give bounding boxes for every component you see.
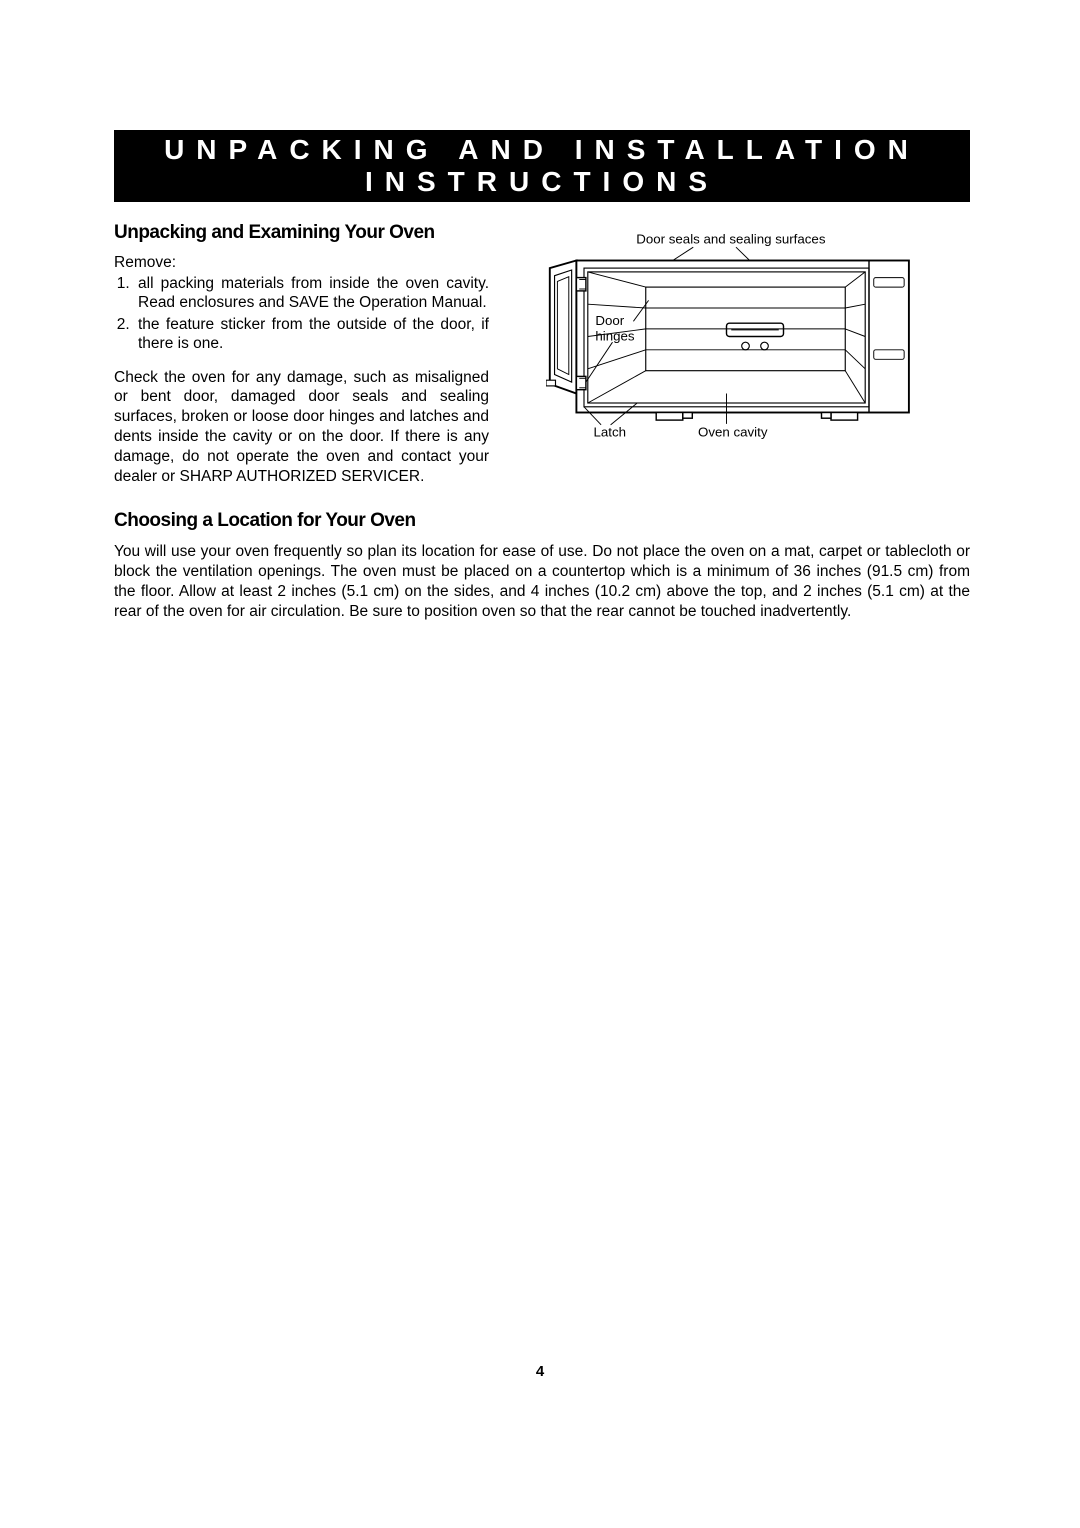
remove-list: all packing materials from inside the ov… [114,274,489,354]
label-hinges-bottom: hinges [595,328,635,343]
oven-diagram: Door seals and sealing surfaces [546,232,926,451]
list-item: the feature sticker from the outside of … [134,315,489,354]
unpacking-text-column: Unpacking and Examining Your Oven Remove… [114,222,489,486]
page-number: 4 [536,1363,544,1380]
page-banner: UNPACKING AND INSTALLATION INSTRUCTIONS [114,130,970,202]
list-item: all packing materials from inside the ov… [134,274,489,313]
unpacking-heading: Unpacking and Examining Your Oven [114,222,489,244]
remove-label: Remove: [114,254,489,272]
diagram-column: Door seals and sealing surfaces [501,222,970,486]
top-section: Unpacking and Examining Your Oven Remove… [114,222,970,486]
location-paragraph: You will use your oven frequently so pla… [114,542,970,621]
label-latch: Latch [593,424,626,439]
label-seals: Door seals and sealing surfaces [636,232,826,246]
location-heading: Choosing a Location for Your Oven [114,510,970,532]
label-hinges-top: Door [595,313,624,328]
damage-paragraph: Check the oven for any damage, such as m… [114,368,489,487]
location-section: Choosing a Location for Your Oven You wi… [114,510,970,621]
label-cavity: Oven cavity [698,424,768,439]
